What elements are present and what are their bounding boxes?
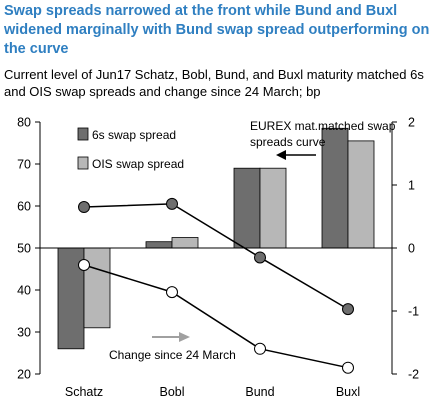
- legend-swatch-6s: [77, 127, 89, 141]
- change-marker-hollow-bobl: [166, 286, 178, 299]
- change-marker-filled-bund: [254, 251, 266, 264]
- right-tick-label: 1: [408, 179, 415, 193]
- legend-label-ois: OIS swap spread: [92, 157, 184, 171]
- curve-annotation-line1: EUREX mat.matched swap: [250, 119, 396, 133]
- change-marker-filled-schatz: [78, 201, 90, 214]
- category-label-schatz: Schatz: [65, 385, 103, 399]
- curve-annotation-arrowhead: [276, 150, 286, 160]
- change-annotation-arrowhead: [179, 332, 190, 342]
- change-marker-filled-buxl: [342, 303, 354, 316]
- left-tick-label: 80: [17, 116, 31, 130]
- change-marker-hollow-buxl: [342, 361, 354, 374]
- change-line-filled: [83, 203, 349, 310]
- left-tick-label: 30: [17, 326, 31, 340]
- category-label-bund: Bund: [245, 385, 274, 399]
- left-tick-label: 60: [17, 200, 31, 214]
- legend-label-6s: 6s swap spread: [92, 128, 176, 142]
- bar-ois-schatz: [83, 247, 111, 329]
- bar-6s-buxl: [321, 127, 349, 249]
- change-marker-hollow-schatz: [78, 259, 90, 272]
- legend-swatch-ois: [77, 156, 89, 170]
- right-tick-label: 2: [408, 116, 415, 130]
- category-label-bobl: Bobl: [159, 385, 184, 399]
- chart-title: Swap spreads narrowed at the front while…: [4, 3, 430, 57]
- bar-ois-bund: [259, 167, 287, 249]
- bar-6s-bund: [233, 167, 261, 249]
- bar-ois-buxl: [347, 140, 375, 249]
- bar-6s-schatz: [57, 247, 85, 350]
- left-tick-label: 70: [17, 158, 31, 172]
- change-marker-hollow-bund: [254, 342, 266, 355]
- left-tick-label: 20: [17, 368, 31, 382]
- left-tick-label: 50: [17, 242, 31, 256]
- chart-subtitle: Current level of Jun17 Schatz, Bobl, Bun…: [4, 67, 424, 99]
- curve-annotation-line2: spreads curve: [250, 135, 326, 149]
- right-tick-label: -1: [408, 305, 419, 319]
- category-label-buxl: Buxl: [336, 385, 360, 399]
- change-marker-filled-bobl: [166, 197, 178, 210]
- change-line-hollow: [83, 264, 349, 369]
- right-tick-label: -2: [408, 368, 419, 382]
- left-tick-label: 40: [17, 284, 31, 298]
- bar-6s-bobl: [145, 241, 173, 249]
- change-annotation-text: Change since 24 March: [109, 348, 236, 362]
- right-tick-label: 0: [408, 242, 415, 256]
- bar-ois-bobl: [171, 237, 199, 249]
